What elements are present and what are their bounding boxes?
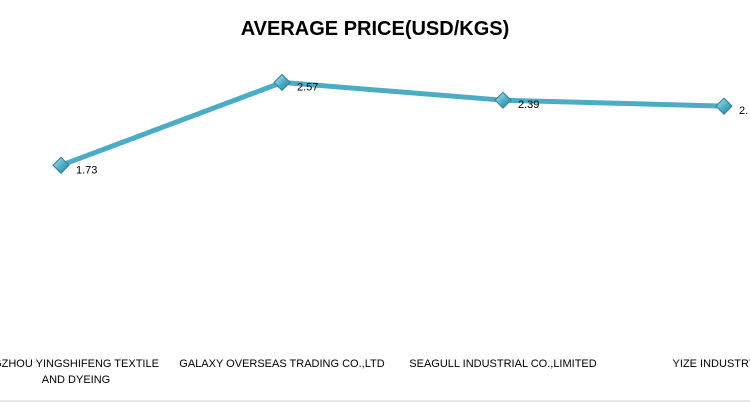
marker-layer [52, 73, 733, 175]
category-tick-label: GZHOU YINGSHIFENG TEXTILE [0, 358, 159, 370]
series-layer [58, 79, 727, 168]
category-tick-label: GALAXY OVERSEAS TRADING CO.,LTD [179, 358, 384, 370]
category-tick-label: SEAGULL INDUSTRIAL CO.,LIMITED [409, 358, 597, 370]
category-tick-label: AND DYEING [42, 374, 110, 386]
data-label: 2.39 [518, 99, 539, 111]
series-line [58, 79, 727, 168]
data-point-marker [715, 97, 733, 115]
data-point-marker [494, 91, 512, 109]
data-label: 2. [739, 105, 748, 117]
category-axis: GZHOU YINGSHIFENG TEXTILE AND DYEING GALAX… [0, 358, 750, 386]
chart-title: AVERAGE PRICE(USD/KGS) [241, 18, 510, 40]
data-point-marker [273, 73, 291, 92]
category-tick-label: YIZE INDUSTRY CO [673, 358, 750, 370]
data-label-layer: 1.73 2.57 2.39 2. [76, 81, 748, 176]
data-point-marker [52, 156, 70, 175]
data-label: 1.73 [76, 164, 97, 176]
data-label: 2.57 [297, 81, 318, 93]
